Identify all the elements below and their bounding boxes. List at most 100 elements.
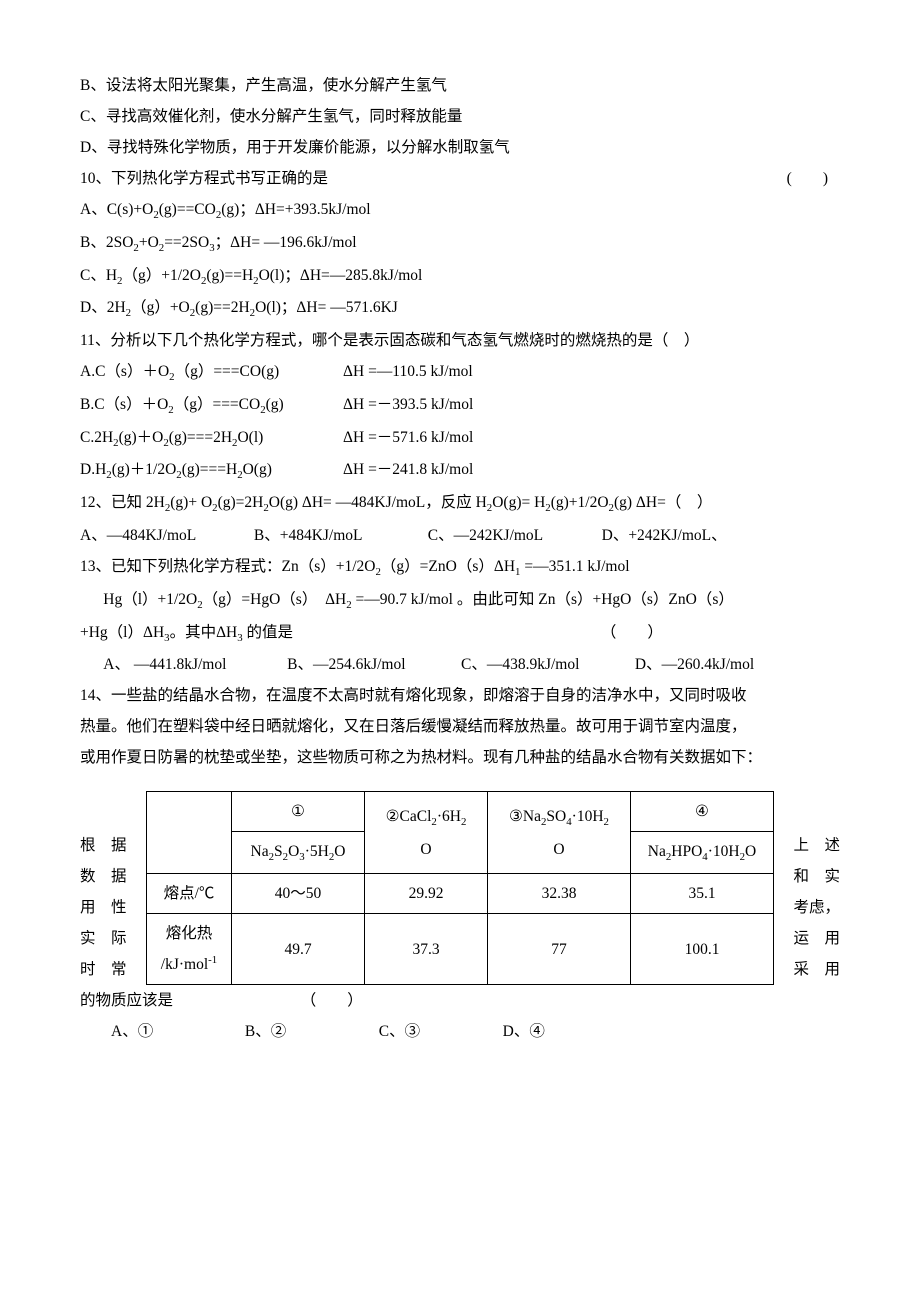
table-cell: 100.1: [631, 914, 774, 985]
text: 的值是: [243, 624, 293, 641]
text: （g）===CO: [174, 396, 261, 413]
text: 熔化热: [166, 925, 213, 942]
q10-option-b: B、2SO2+O2==2SO3；ΔH= —196.6kJ/mol: [80, 227, 840, 260]
q13-option-a: A、 —441.8kJ/mol: [103, 649, 283, 680]
text: ·10H: [708, 843, 740, 860]
table-cell: ①: [232, 792, 365, 832]
text: Na: [648, 843, 666, 860]
text: (g)===2H: [169, 429, 232, 446]
text: ·5H: [305, 843, 329, 860]
text: Na: [251, 843, 269, 860]
q13-line3: +Hg（l）ΔH3。其中ΔH3 的值是 （ ）: [80, 617, 840, 650]
text: O(l)；ΔH=—285.8kJ/mol: [259, 267, 423, 284]
table-cell: 熔化热 /kJ·mol-1: [147, 914, 232, 985]
text: (g) ΔH=（ ）: [614, 494, 712, 511]
q12-option-d: D、+242KJ/moL、: [602, 520, 727, 551]
subscript: 2: [604, 816, 609, 828]
table-cell: 熔点/℃: [147, 874, 232, 914]
text: ==2SO: [164, 234, 209, 251]
wrap-text: 时 常: [80, 954, 140, 985]
table-cell: 77: [488, 914, 631, 985]
text: （g）=HgO（s） ΔH: [203, 591, 347, 608]
text: O(l)；ΔH= —571.6KJ: [255, 299, 398, 316]
text: O: [553, 841, 564, 858]
text: O: [334, 843, 345, 860]
text: O(g): [243, 461, 272, 478]
superscript: -1: [208, 954, 217, 966]
text: ΔH =－393.5 kJ/mol: [343, 396, 473, 413]
wrap-text: 实 际: [80, 923, 140, 954]
text: ·10H: [572, 808, 604, 825]
q12-options: A、—484KJ/moL B、+484KJ/moL C、—242KJ/moL D…: [80, 520, 840, 551]
text: ·6H: [437, 808, 461, 825]
q12-stem: 12、已知 2H2(g)+ O2(g)=2H2O(g) ΔH= —484KJ/m…: [80, 487, 840, 520]
pre-option-c: C、寻找高效催化剂，使水分解产生氢气，同时释放能量: [80, 101, 840, 132]
q14-table: ① ②CaCl2·6H2O ③Na2SO4·10H2O ④ Na2S2O3·5H…: [146, 791, 774, 985]
q12-option-a: A、—484KJ/moL: [80, 520, 250, 551]
q14-table-section: 根 据 数 据 用 性 实 际 时 常 ① ②CaCl2·6H2O ③Na2SO…: [80, 791, 840, 985]
table-cell: 40～50: [232, 874, 365, 914]
wrap-text: 采 用: [780, 954, 840, 985]
text: O: [288, 843, 299, 860]
text: ΔH =－241.8 kJ/mol: [343, 461, 473, 478]
text: 12、已知 2H: [80, 494, 165, 511]
q13-option-b: B、—254.6kJ/mol: [287, 649, 457, 680]
q13-option-d: D、—260.4kJ/mol: [635, 649, 754, 680]
text: D.H: [80, 461, 106, 478]
wrap-text: 数 据: [80, 861, 140, 892]
q13-line2: Hg（l）+1/2O2（g）=HgO（s） ΔH2 =—90.7 kJ/mol …: [80, 584, 840, 617]
text: C.2H: [80, 429, 113, 446]
q14-option-d: D、④: [503, 1016, 545, 1047]
text: (g): [266, 396, 284, 413]
q13-line1: 13、已知下列热化学方程式：Zn（s）+1/2O2（g）=ZnO（s）ΔH1 =…: [80, 551, 840, 584]
q14-option-a: A、①: [111, 1016, 241, 1047]
text: (g)＋1/2O: [112, 461, 177, 478]
table-cell: Na2HPO4·10H2O: [631, 832, 774, 874]
text: (g)+1/2O: [551, 494, 609, 511]
wrap-text: 和 实: [780, 861, 840, 892]
text: （g）+1/2O: [122, 267, 201, 284]
text: (g)===H: [182, 461, 238, 478]
pre-option-d: D、寻找特殊化学物质，用于开发廉价能源，以分解水制取氢气: [80, 132, 840, 163]
subscript: 2: [461, 816, 466, 828]
text: O(g)= H: [492, 494, 545, 511]
q11-option-d: D.H2(g)＋1/2O2(g)===H2O(g) ΔH =－241.8 kJ/…: [80, 454, 840, 487]
q13-option-c: C、—438.9kJ/mol: [461, 649, 631, 680]
text: (g)＋O: [119, 429, 164, 446]
text: B、2SO: [80, 234, 133, 251]
q14-option-b: B、②: [245, 1016, 375, 1047]
text: ；ΔH= —196.6kJ/mol: [215, 234, 357, 251]
text: D、2H: [80, 299, 126, 316]
table-cell: ②CaCl2·6H2O: [365, 792, 488, 874]
table-cell: 32.38: [488, 874, 631, 914]
table-cell: ④: [631, 792, 774, 832]
q14-p1: 14、一些盐的结晶水合物，在温度不太高时就有熔化现象，即熔溶于自身的洁净水中，又…: [80, 680, 840, 711]
wrap-text: 上 述: [780, 830, 840, 861]
q13-blank: （ ）: [601, 624, 663, 641]
table-cell: ③Na2SO4·10H2O: [488, 792, 631, 874]
q11-option-a: A.C（s）＋O2（g）===CO(g) ΔH =—110.5 kJ/mol: [80, 356, 840, 389]
q11-option-b: B.C（s）＋O2（g）===CO2(g) ΔH =－393.5 kJ/mol: [80, 389, 840, 422]
q10-option-d: D、2H2（g）+O2(g)==2H2O(l)；ΔH= —571.6KJ: [80, 292, 840, 325]
q12-option-b: B、+484KJ/moL: [254, 520, 424, 551]
text: O(l): [237, 429, 263, 446]
q11-option-c: C.2H2(g)＋O2(g)===2H2O(l) ΔH =－571.6 kJ/m…: [80, 422, 840, 455]
table-row: 熔点/℃ 40～50 29.92 32.38 35.1: [147, 874, 774, 914]
q10-stem: 10、下列热化学方程式书写正确的是 ( ): [80, 163, 840, 194]
text: （g）=ZnO（s）ΔH: [381, 558, 515, 575]
text: （g）===CO(g): [175, 363, 280, 380]
text: (g)；ΔH=+393.5kJ/mol: [221, 201, 370, 218]
table-row: ① ②CaCl2·6H2O ③Na2SO4·10H2O ④: [147, 792, 774, 832]
text: (g)==CO: [159, 201, 216, 218]
q10-option-a: A、C(s)+O2(g)==CO2(g)；ΔH=+393.5kJ/mol: [80, 194, 840, 227]
text: /kJ·mol: [161, 956, 208, 973]
q10-stem-text: 10、下列热化学方程式书写正确的是: [80, 170, 328, 187]
pre-option-b: B、设法将太阳光聚集，产生高温，使水分解产生氢气: [80, 70, 840, 101]
text: +O: [139, 234, 159, 251]
text: ΔH =—110.5 kJ/mol: [343, 363, 473, 380]
q14-blank: （ ）: [301, 992, 363, 1009]
table-cell: 35.1: [631, 874, 774, 914]
text: 的物质应该是: [80, 992, 173, 1009]
table-cell: 37.3: [365, 914, 488, 985]
table-cell: Na2S2O3·5H2O: [232, 832, 365, 874]
